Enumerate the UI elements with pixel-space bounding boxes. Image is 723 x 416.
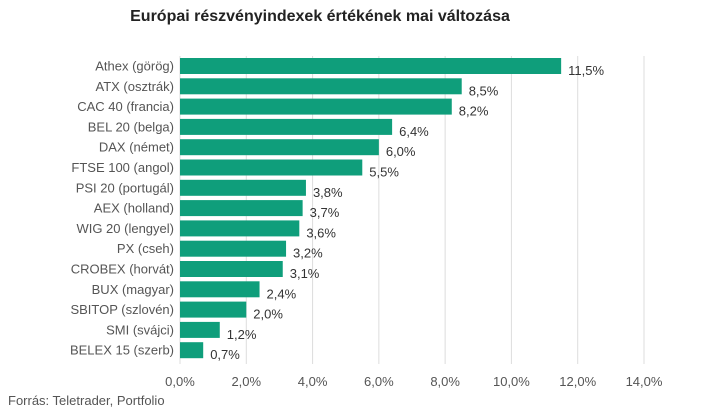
category-label: DAX (német)	[99, 140, 174, 155]
data-label: 6,4%	[399, 124, 429, 139]
x-tick-label: 14,0%	[626, 374, 663, 389]
category-label: FTSE 100 (angol)	[71, 160, 174, 175]
data-label: 11,5%	[568, 63, 604, 78]
data-label: 0,7%	[210, 347, 240, 362]
category-label: WIG 20 (lengyel)	[76, 221, 174, 236]
bar	[180, 179, 306, 196]
bar	[180, 78, 462, 95]
bar	[180, 240, 287, 257]
data-label: 6,0%	[386, 144, 416, 159]
source-note: Forrás: Teletrader, Portfolio	[8, 393, 165, 408]
bar	[180, 321, 220, 338]
bar	[180, 159, 363, 176]
bar	[180, 98, 452, 115]
data-label: 3,2%	[293, 246, 323, 261]
category-label: PSI 20 (portugál)	[76, 180, 174, 195]
labels: 0,0% 2,0% 4,0% 6,0% 8,0% 10,0% 12,0% 14,0% Athex…	[70, 59, 663, 390]
category-label: CAC 40 (francia)	[77, 99, 174, 114]
category-label: SMI (svájci)	[106, 322, 174, 337]
data-label: 8,5%	[469, 83, 499, 98]
data-label: 3,6%	[306, 225, 336, 240]
category-label: Athex (görög)	[95, 59, 174, 74]
data-label: 8,2%	[459, 104, 489, 119]
data-label: 2,0%	[253, 307, 283, 322]
category-label: SBITOP (szlovén)	[70, 302, 174, 317]
bar	[180, 261, 283, 277]
bar	[180, 342, 204, 359]
data-label: 1,2%	[227, 327, 257, 342]
data-label: 3,1%	[290, 266, 320, 281]
category-label: BUX (magyar)	[92, 282, 174, 297]
data-label: 3,7%	[310, 205, 340, 220]
x-tick-label: 12,0%	[559, 374, 596, 389]
bar	[180, 200, 303, 217]
category-label: ATX (osztrák)	[96, 79, 175, 94]
category-label: BEL 20 (belga)	[88, 119, 174, 134]
bars	[180, 58, 562, 359]
data-label: 5,5%	[369, 165, 399, 180]
category-label: AEX (holland)	[94, 201, 174, 216]
bar	[180, 281, 260, 298]
x-tick-label: 4,0%	[298, 374, 328, 389]
x-tick-label: 8,0%	[430, 374, 460, 389]
bar	[180, 118, 393, 135]
category-label: PX (cseh)	[117, 241, 174, 256]
bar	[180, 301, 247, 318]
x-tick-label: 6,0%	[364, 374, 394, 389]
bar	[180, 58, 562, 74]
x-tick-label: 0,0%	[165, 374, 195, 389]
bar	[180, 220, 300, 237]
category-label: CROBEX (horvát)	[71, 262, 174, 277]
data-label: 3,8%	[313, 185, 343, 200]
data-label: 2,4%	[267, 286, 297, 301]
category-label: BELEX 15 (szerb)	[70, 343, 174, 358]
x-tick-label: 2,0%	[231, 374, 261, 389]
bar	[180, 139, 379, 156]
x-tick-label: 10,0%	[493, 374, 530, 389]
chart-title: Európai részvényindexek értékének mai vá…	[130, 8, 510, 25]
